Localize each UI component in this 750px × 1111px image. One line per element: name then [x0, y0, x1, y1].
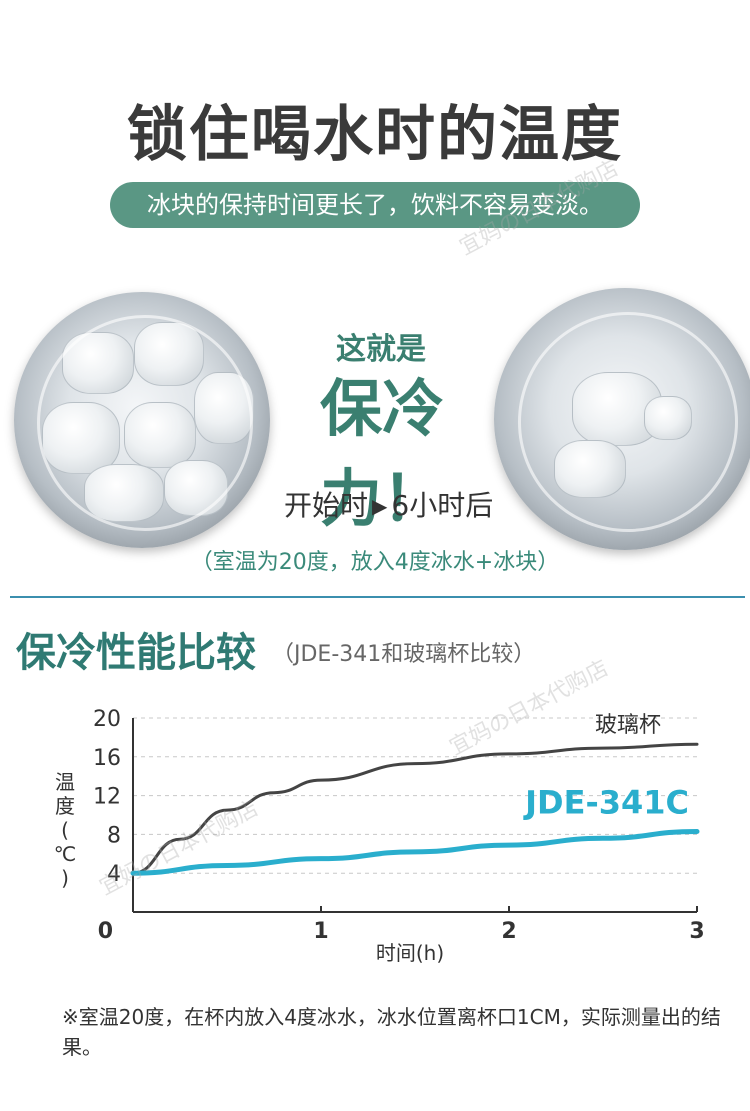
y-tick-label: 20	[93, 707, 121, 732]
y-tick-label: 4	[107, 862, 121, 887]
ice-cube-shape	[572, 372, 662, 446]
series-label-2: JDE-341C	[523, 783, 689, 821]
ice-cube-shape	[62, 332, 134, 394]
y-tick-label: 16	[93, 746, 121, 771]
callout-big: 保冷力！	[319, 372, 444, 535]
x-axis-label: 时间(h)	[376, 941, 444, 965]
y-tick-label: 12	[93, 785, 121, 810]
series-label-1: 玻璃杯	[595, 713, 661, 738]
after-cup-image	[494, 288, 750, 550]
section-divider	[10, 596, 745, 598]
ice-cube-shape	[124, 402, 196, 468]
play-arrow-icon: ▶	[372, 494, 388, 518]
subheadline-banner: 冰块的保持时间更长了，饮料不容易变淡。	[110, 182, 640, 228]
section-subtitle: （JDE-341和玻璃杯比较）	[272, 642, 536, 667]
headline: 锁住喝水时的温度	[127, 100, 623, 170]
timing-after-label: 6小时后	[391, 489, 494, 522]
ice-cube-shape	[194, 372, 254, 444]
x-tick-label: 1	[313, 919, 328, 944]
timing-label: 开始时 ▶ 6小时后	[284, 484, 493, 524]
timing-start-label: 开始时	[284, 489, 369, 522]
x-tick-label: 2	[501, 919, 516, 944]
x-tick-label: 0	[98, 919, 113, 944]
ice-cube-shape	[84, 464, 164, 522]
callout-small: 这就是	[336, 332, 426, 367]
ice-cube-shape	[554, 440, 626, 498]
y-axis-label: 温度(℃)	[53, 770, 77, 890]
start-cup-image	[14, 292, 270, 548]
test-condition-note: （室温为20度，放入4度冰水+冰块）	[190, 550, 560, 575]
y-tick-label: 8	[107, 823, 121, 848]
footnote: ※室温20度，在杯内放入4度冰水，冰水位置离杯口1CM，实际测量出的结果。	[62, 1005, 721, 1059]
series-line-1	[131, 742, 699, 875]
ice-cube-shape	[42, 402, 120, 474]
ice-cube-shape	[134, 322, 204, 386]
series-line-2	[130, 828, 700, 876]
ice-cube-shape	[644, 396, 692, 440]
ice-cube-shape	[164, 460, 228, 516]
section-title: 保冷性能比较	[16, 630, 256, 676]
x-tick-label: 3	[689, 919, 704, 944]
